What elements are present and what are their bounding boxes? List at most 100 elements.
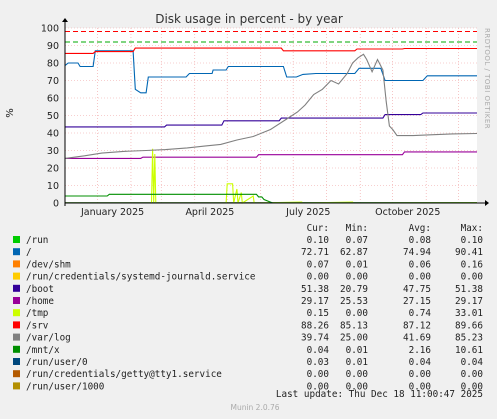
legend-value: 0.00 [346, 381, 368, 392]
legend-value: 0.16 [461, 259, 483, 270]
legend-value: 0.00 [409, 272, 431, 283]
legend-column-header: Min: [346, 223, 368, 234]
legend-value: 25.00 [340, 333, 368, 344]
legend-series-name: /var/log [26, 333, 71, 344]
legend-series-name: /run/credentials/systemd-journald.servic… [26, 272, 256, 283]
threshold-lines [65, 31, 477, 43]
legend-series-name: /boot [26, 284, 54, 295]
legend-series-name: /run/user/1000 [26, 381, 104, 392]
legend-value: 2.16 [409, 345, 431, 356]
legend-value: 0.10 [461, 235, 483, 246]
legend-value: 0.03 [307, 357, 329, 368]
y-tick-label: 30 [47, 146, 59, 157]
y-tick-label: 0 [53, 199, 59, 210]
legend-series-name: /tmp [26, 308, 49, 319]
x-tick-label: July 2025 [285, 207, 330, 218]
legend-swatch [13, 345, 20, 353]
legend-value: 0.10 [307, 235, 329, 246]
legend-series-name: /run [26, 235, 48, 246]
legend-series-name: / [26, 247, 32, 258]
legend-value: 10.61 [455, 345, 483, 356]
legend: Cur: Min: Avg: Max: /run 0.10 0.07 0.08 0.10 / 72.… [13, 223, 483, 392]
legend-value: 41.69 [403, 333, 431, 344]
legend-value: 0.00 [461, 381, 483, 392]
plot-area [65, 28, 477, 203]
legend-swatch [13, 309, 20, 317]
axes [62, 18, 489, 206]
legend-swatch [13, 272, 20, 280]
legend-value: 89.66 [455, 320, 483, 331]
chart-title: Disk usage in percent - by year [155, 12, 343, 26]
last-update: Last update: Thu Dec 18 11:00:47 2025 [276, 389, 483, 400]
legend-value: 0.04 [409, 357, 432, 368]
legend-value: 0.00 [346, 308, 368, 319]
legend-value: 0.04 [461, 357, 484, 368]
legend-swatch [13, 236, 20, 243]
legend-value: 0.01 [346, 259, 368, 270]
y-tick-label: 80 [47, 59, 59, 70]
legend-value: 0.00 [409, 369, 431, 380]
grid-lines [65, 27, 477, 203]
legend-value: 20.79 [340, 284, 368, 295]
legend-value: 62.87 [340, 247, 368, 258]
legend-value: 0.15 [307, 308, 329, 319]
legend-series-name: /srv [26, 320, 49, 331]
series-line [64, 53, 478, 159]
y-tick-label: 90 [47, 41, 59, 52]
y-axis-label: % [5, 108, 16, 118]
legend-series-name: /run/user/0 [26, 357, 88, 368]
legend-value: 29.17 [455, 296, 483, 307]
legend-value: 33.01 [455, 308, 483, 319]
y-tick-label: 20 [47, 164, 59, 175]
series-line [65, 112, 477, 128]
y-tick-label: 70 [47, 76, 59, 87]
legend-swatch [13, 333, 20, 341]
legend-series-name: /home [26, 296, 54, 307]
legend-value: 0.04 [307, 345, 330, 356]
legend-value: 0.00 [409, 381, 431, 392]
legend-value: 74.94 [403, 247, 431, 258]
y-axis-arrow [62, 18, 68, 22]
y-tick-labels: 0 10 20 30 40 50 60 70 80 90 100 [41, 24, 59, 210]
y-tick-label: 10 [47, 181, 59, 192]
legend-value: 0.00 [307, 272, 329, 283]
series-line [65, 151, 477, 159]
legend-value: 39.74 [301, 333, 329, 344]
y-tick-label: 40 [47, 129, 59, 140]
legend-column-header: Max: [461, 223, 483, 234]
legend-swatch [13, 370, 20, 378]
legend-value: 0.00 [461, 369, 483, 380]
legend-swatch [13, 382, 20, 390]
munin-footer: Munin 2.0.76 [230, 403, 279, 412]
legend-column-header: Avg: [409, 223, 431, 234]
legend-value: 87.12 [403, 320, 431, 331]
legend-value: 0.07 [307, 259, 329, 270]
x-axis-arrow [485, 200, 489, 206]
series-line [64, 50, 477, 94]
legend-value: 29.17 [301, 296, 329, 307]
legend-series-name: /run/credentials/getty@tty1.service [26, 369, 222, 380]
legend-value: 88.26 [301, 320, 329, 331]
legend-value: 0.00 [307, 381, 329, 392]
y-tick-label: 100 [41, 24, 59, 35]
legend-series-name: /dev/shm [26, 259, 71, 270]
legend-value: 0.01 [346, 357, 368, 368]
legend-value: 51.38 [301, 284, 329, 295]
x-tick-labels: January 2025 April 2025 July 2025 October 2… [80, 207, 440, 218]
legend-swatch [13, 284, 20, 292]
legend-column-header: Cur: [307, 223, 329, 234]
legend-value: 85.23 [455, 333, 483, 344]
legend-value: 0.01 [346, 345, 368, 356]
legend-value: 0.00 [346, 369, 368, 380]
legend-value: 85.13 [340, 320, 368, 331]
rrdtool-watermark: RRDTOOL / TOBI OETIKER [483, 28, 491, 129]
legend-value: 72.71 [301, 247, 329, 258]
x-tick-label: January 2025 [80, 207, 144, 218]
y-tick-label: 50 [47, 111, 59, 122]
legend-value: 0.00 [461, 272, 483, 283]
legend-value: 0.07 [346, 235, 368, 246]
y-tick-label: 60 [47, 94, 59, 105]
legend-swatch [13, 321, 20, 329]
legend-value: 47.75 [403, 284, 431, 295]
